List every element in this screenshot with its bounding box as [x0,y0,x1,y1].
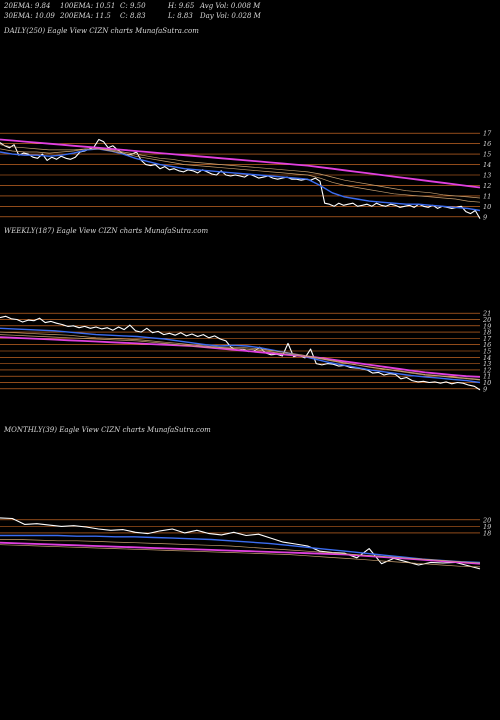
daily-y-tick-label: 9 [483,213,487,221]
weekly-y-tick-label: 14 [483,354,491,362]
low-readout: L: 8.83 [168,12,193,20]
daily-y-tick-label: 12 [483,182,491,190]
weekly-y-tick-label: 20 [482,316,491,324]
weekly-y-tick-label: 9 [483,385,487,393]
monthly-panel-title: MONTHLY(39) Eagle View CIZN charts Munaf… [4,426,211,434]
ema20-readout: 20EMA: 9.84 [4,2,51,10]
daily-y-tick-label: 17 [483,130,492,138]
daily-ema-fast-line [0,148,481,212]
daily-y-tick-label: 16 [483,140,491,148]
weekly-y-tick-label: 19 [483,322,491,330]
daily-ma-line [0,144,481,199]
ema200-readout: 200EMA: 11.5 [60,12,111,20]
daily-ma-line [0,148,481,203]
ema100-readout: 100EMA: 10.51 [60,2,116,10]
weekly-y-tick-label: 10 [483,379,491,387]
weekly-ema-slow-line [0,336,481,378]
weekly-y-tick-label: 18 [483,329,491,337]
daily-y-tick-label: 13 [483,172,491,180]
monthly-ema-fast-line [0,534,481,564]
monthly-y-tick-label: 19 [483,523,491,531]
monthly-price-line [0,517,481,570]
weekly-panel-title: WEEKLY(187) Eagle View CIZN charts Munaf… [4,227,209,235]
daily-panel-title: DAILY(250) Eagle View CIZN charts Munafa… [4,27,199,35]
daily-y-tick-label: 11 [483,192,491,200]
weekly-ema-fast-line [0,327,481,384]
weekly-y-tick-label: 17 [483,335,492,343]
weekly-y-tick-label: 13 [483,360,491,368]
daily-y-tick-label: 10 [483,203,491,211]
daily-y-tick-label: 15 [483,151,491,159]
daily-y-tick-label: 14 [483,161,491,169]
weekly-y-tick-label: 15 [483,348,491,356]
weekly-y-tick-label: 12 [483,366,491,374]
close2-readout: C: 8.83 [120,12,146,20]
day-volume-readout: Day Vol: 0.028 M [200,12,261,20]
high-readout: H: 9.65 [168,2,195,10]
monthly-ma-line [0,539,481,564]
monthly-ma-line [0,544,481,568]
daily-ema-slow-line [0,138,481,189]
monthly-ema-slow-line [0,541,481,565]
weekly-price-line [0,315,481,391]
avg-volume-readout: Avg Vol: 0.008 M [200,2,261,10]
weekly-y-tick-label: 21 [482,310,491,318]
weekly-y-tick-label: 16 [483,341,491,349]
monthly-y-tick-label: 18 [483,529,491,537]
weekly-ma-line [0,331,481,381]
close-readout: C: 9.50 [120,2,146,10]
monthly-y-tick-label: 20 [482,516,491,524]
ema30-readout: 30EMA: 10.09 [4,12,55,20]
weekly-ma-line [0,334,481,380]
weekly-y-tick-label: 11 [483,373,491,381]
